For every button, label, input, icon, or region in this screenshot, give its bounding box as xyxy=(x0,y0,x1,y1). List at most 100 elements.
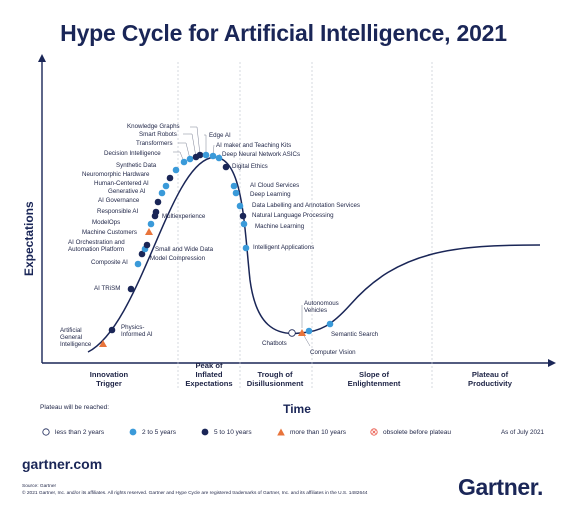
point-label: Deep Learning xyxy=(250,191,291,198)
point-label: Machine Learning xyxy=(255,223,305,230)
marker-orange-triangle-icon xyxy=(145,228,153,235)
legend-label: 2 to 5 years xyxy=(142,428,176,436)
svg-text:Disillusionment: Disillusionment xyxy=(247,379,304,388)
legend-item-lt2: less than 2 years xyxy=(42,428,104,436)
legend-label: more than 10 years xyxy=(290,428,347,436)
marker-light-blue-circle-icon xyxy=(202,151,210,159)
point-label: Human-Centered AI xyxy=(94,180,149,187)
point-decision-intelligence: Decision Intelligence xyxy=(104,150,188,166)
legend-label: less than 2 years xyxy=(55,428,105,436)
point-label: Digital Ethics xyxy=(232,163,268,170)
site-link[interactable]: gartner.com xyxy=(22,456,103,472)
svg-text:Trigger: Trigger xyxy=(96,379,122,388)
point-synthetic-data: Synthetic Data xyxy=(116,162,180,174)
point-label: Composite AI xyxy=(91,259,128,266)
point-neuromorphic-hardware: Neuromorphic Hardware xyxy=(82,171,174,182)
marker-dark-blue-circle-icon xyxy=(196,151,204,159)
phase-label-innovation: Innovation Trigger xyxy=(90,370,129,388)
marker-light-blue-circle-icon xyxy=(162,182,170,190)
marker-light-blue-circle-icon xyxy=(232,189,240,197)
phase-label-peak: Peak of Inflated Expectations xyxy=(185,361,232,388)
marker-dark-blue-circle-icon xyxy=(201,428,209,436)
svg-text:Slope of: Slope of xyxy=(359,370,389,379)
point-label: Physics-Informed AI xyxy=(121,324,153,338)
marker-light-blue-circle-icon xyxy=(147,220,155,228)
point-label: AI maker and Teaching Kits xyxy=(216,142,291,149)
marker-light-blue-circle-icon xyxy=(158,189,166,197)
y-axis-arrow-icon xyxy=(38,54,46,62)
marker-orange-triangle-icon xyxy=(277,428,285,436)
point-generative-ai: Generative AI xyxy=(108,188,166,197)
marker-light-blue-circle-icon xyxy=(240,220,248,228)
point-label: AI Cloud Services xyxy=(250,182,299,189)
point-label: Computer Vision xyxy=(310,349,356,356)
point-computer-vision: Computer Vision xyxy=(305,327,356,356)
legend-item-obsolete: obsolete before plateau xyxy=(370,428,451,436)
phase-label-plateau: Plateau of Productivity xyxy=(468,370,513,388)
legend: Plateau will be reached: less than 2 yea… xyxy=(28,404,548,444)
marker-dark-blue-circle-icon xyxy=(222,163,230,171)
svg-text:Enlightenment: Enlightenment xyxy=(348,379,401,388)
point-physics-informed-ai: Physics-Informed AI xyxy=(108,324,153,338)
marker-obsolete-x-icon xyxy=(370,428,378,436)
marker-dark-blue-circle-icon xyxy=(108,326,116,334)
marker-dark-blue-circle-icon xyxy=(239,212,247,220)
marker-light-blue-circle-icon xyxy=(209,152,217,160)
leader-lines xyxy=(173,126,311,347)
svg-text:Innovation: Innovation xyxy=(90,370,129,379)
point-responsible-ai: Responsible AI xyxy=(97,208,160,216)
marker-light-blue-circle-icon xyxy=(230,182,238,190)
point-data-labelling-and-annotation-services: Data Labelling and Annotation Services xyxy=(236,202,360,210)
marker-light-blue-circle-icon xyxy=(186,155,194,163)
point-label: Autonomous Vehicles xyxy=(304,300,339,314)
source-line: Source: Gartner xyxy=(22,484,57,489)
marker-light-blue-circle-icon xyxy=(180,158,188,166)
point-label: Edge AI xyxy=(209,132,231,139)
marker-white-circle-icon xyxy=(288,329,296,337)
point-label: Neuromorphic Hardware xyxy=(82,171,150,178)
point-label: Model Compression xyxy=(150,255,206,262)
point-deep-neural-network-asics: Deep Neural Network ASICs xyxy=(215,151,300,162)
marker-orange-triangle-icon xyxy=(99,340,107,347)
phase-label-slope: Slope of Enlightenment xyxy=(348,370,401,388)
marker-light-blue-circle-icon xyxy=(326,320,334,328)
svg-text:Inflated: Inflated xyxy=(195,370,222,379)
point-chatbots: Chatbots xyxy=(262,329,296,347)
point-ai-trism: AI TRiSM xyxy=(94,285,135,293)
marker-orange-triangle-icon xyxy=(298,329,306,336)
point-label: Responsible AI xyxy=(97,208,139,215)
point-digital-ethics: Digital Ethics xyxy=(222,163,268,171)
logo-dot: . xyxy=(537,474,544,500)
source-note: Source: Gartner © 2021 Gartner, Inc. and… xyxy=(22,483,367,497)
point-natural-language-processing: Natural Language Processing xyxy=(239,212,334,220)
x-axis-label: Time xyxy=(283,402,311,416)
point-label: Artificial General Intelligence xyxy=(60,327,92,348)
svg-text:Productivity: Productivity xyxy=(468,379,513,388)
y-axis-label: Expectations xyxy=(22,201,36,276)
point-human-centered-ai: Human-Centered AI xyxy=(94,180,170,190)
legend-item-5to10: 5 to 10 years xyxy=(201,428,252,436)
point-ai-cloud-services: AI Cloud Services xyxy=(230,182,299,190)
marker-dark-blue-circle-icon xyxy=(138,250,146,258)
as-of-date: As of July 2021 xyxy=(500,429,544,436)
marker-white-circle-icon xyxy=(42,428,50,436)
phase-label-trough: Trough of Disillusionment xyxy=(247,370,304,388)
legend-item-2to5: 2 to 5 years xyxy=(129,428,176,436)
point-label: ModelOps xyxy=(92,219,120,226)
marker-dark-blue-circle-icon xyxy=(143,241,151,249)
point-autonomous-vehicles: Autonomous Vehicles xyxy=(298,300,339,336)
marker-dark-blue-circle-icon xyxy=(166,174,174,182)
phase-separators xyxy=(177,62,433,388)
point-label: Decision Intelligence xyxy=(104,150,161,157)
point-modelops: ModelOps xyxy=(92,219,155,228)
point-label: AI Orchestration and Automation Platform xyxy=(68,239,125,253)
marker-light-blue-circle-icon xyxy=(129,428,137,436)
point-knowledge-graphs: Knowledge Graphs xyxy=(127,123,204,159)
point-small-and-wide-data: Small and Wide Data xyxy=(143,241,214,253)
point-label: Machine Customers xyxy=(82,229,137,236)
svg-text:Plateau of: Plateau of xyxy=(472,370,509,379)
point-label: AI Governance xyxy=(98,197,140,204)
marker-light-blue-circle-icon xyxy=(305,327,313,335)
marker-light-blue-circle-icon xyxy=(134,260,142,268)
